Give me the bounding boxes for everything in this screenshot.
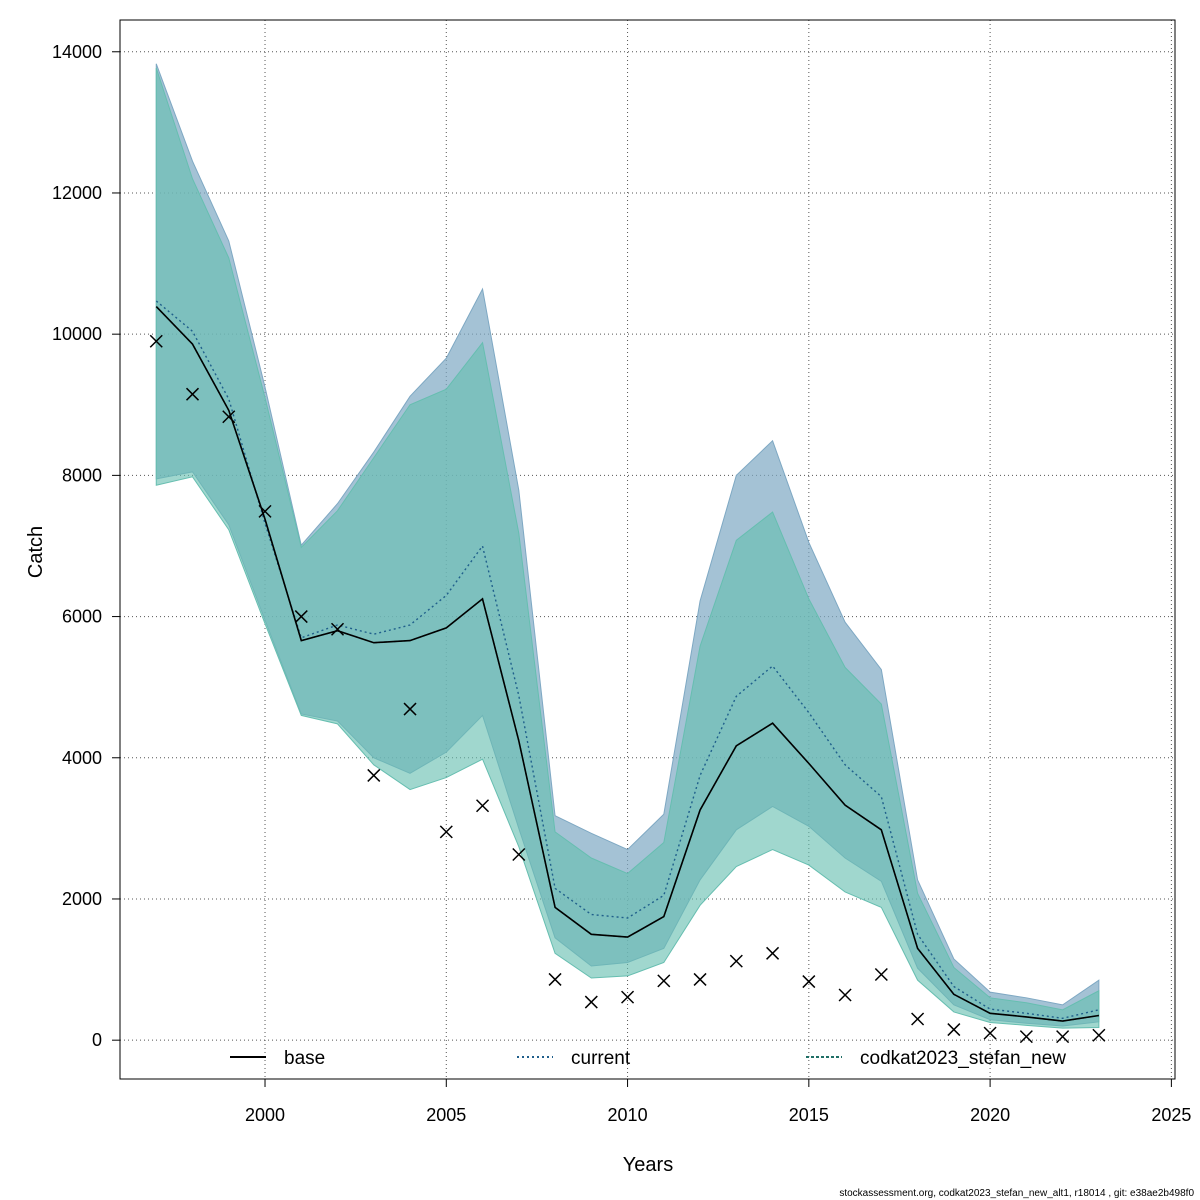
observed-point-2016	[838, 988, 852, 1002]
observed-point-2020	[983, 1026, 997, 1040]
y-tick-label-6000: 6000	[62, 607, 102, 627]
y-tick-label-14000: 14000	[52, 42, 102, 62]
band-codkat2023_stefan_new	[155, 67, 1100, 1029]
observed-point-2005	[439, 825, 453, 839]
observed-point-1999	[222, 410, 236, 424]
observed-point-2011	[657, 974, 671, 988]
y-tick-label-0: 0	[92, 1030, 102, 1050]
legend: base current codkat2023_stefan_new	[230, 1048, 1066, 1069]
observed-point-2001	[294, 610, 308, 624]
observed-point-2012	[693, 972, 707, 986]
observed-point-2003	[367, 768, 381, 782]
observed-point-2002	[330, 622, 345, 636]
x-tick-label-2010: 2010	[608, 1105, 648, 1125]
observed-point-2000	[258, 504, 272, 518]
x-tick-label-2020: 2020	[970, 1105, 1010, 1125]
observed-point-2004	[403, 702, 417, 716]
x-axis-title: Years	[623, 1154, 673, 1176]
x-tick-label-2025: 2025	[1151, 1105, 1191, 1125]
observed-point-2009	[584, 995, 598, 1009]
observed-point-1997	[149, 334, 163, 348]
y-tick-label-4000: 4000	[62, 748, 102, 768]
x-tick-label-2005: 2005	[426, 1105, 466, 1125]
observed-point-2006	[476, 799, 490, 813]
observed-point-2008	[548, 972, 562, 986]
observed-point-2018	[911, 1012, 925, 1026]
x-tick-label-2000: 2000	[245, 1105, 285, 1125]
observed-point-2023	[1092, 1028, 1106, 1042]
observed-point-2021	[1019, 1030, 1033, 1044]
y-tick-label-10000: 10000	[52, 324, 102, 344]
y-tick-label-2000: 2000	[62, 889, 102, 909]
observed-point-2019	[947, 1023, 961, 1037]
legend-label-base: base	[284, 1048, 325, 1069]
observed-point-2013	[729, 954, 743, 968]
observed-point-2015	[802, 975, 816, 989]
y-axis: 0 2000 4000 6000 8000 10000 12000 14000	[52, 42, 120, 1050]
legend-label-current: current	[571, 1048, 631, 1069]
footer-credit: stockassessment.org, codkat2023_stefan_n…	[839, 1188, 1194, 1199]
y-tick-label-12000: 12000	[52, 183, 102, 203]
observed-point-2022	[1056, 1030, 1070, 1044]
observed-point-2010	[621, 990, 635, 1004]
x-axis: 2000 2005 2010 2015 2020 2025	[245, 1078, 1191, 1125]
observed-point-2014	[766, 946, 780, 960]
observed-point-1998	[185, 387, 200, 401]
y-tick-label-8000: 8000	[62, 465, 102, 485]
y-axis-title: Catch	[25, 526, 47, 578]
x-tick-label-2015: 2015	[789, 1105, 829, 1125]
line-base	[155, 306, 1100, 1022]
observed-markers	[149, 334, 1106, 1044]
observed-point-2007	[512, 847, 526, 862]
series-lines	[155, 300, 1100, 1022]
line-current	[155, 300, 1100, 1020]
observed-point-2017	[874, 967, 888, 982]
confidence-bands	[155, 63, 1100, 1029]
grid-lines	[120, 20, 1175, 1079]
legend-label-codkat2023_stefan_new: codkat2023_stefan_new	[860, 1048, 1066, 1069]
